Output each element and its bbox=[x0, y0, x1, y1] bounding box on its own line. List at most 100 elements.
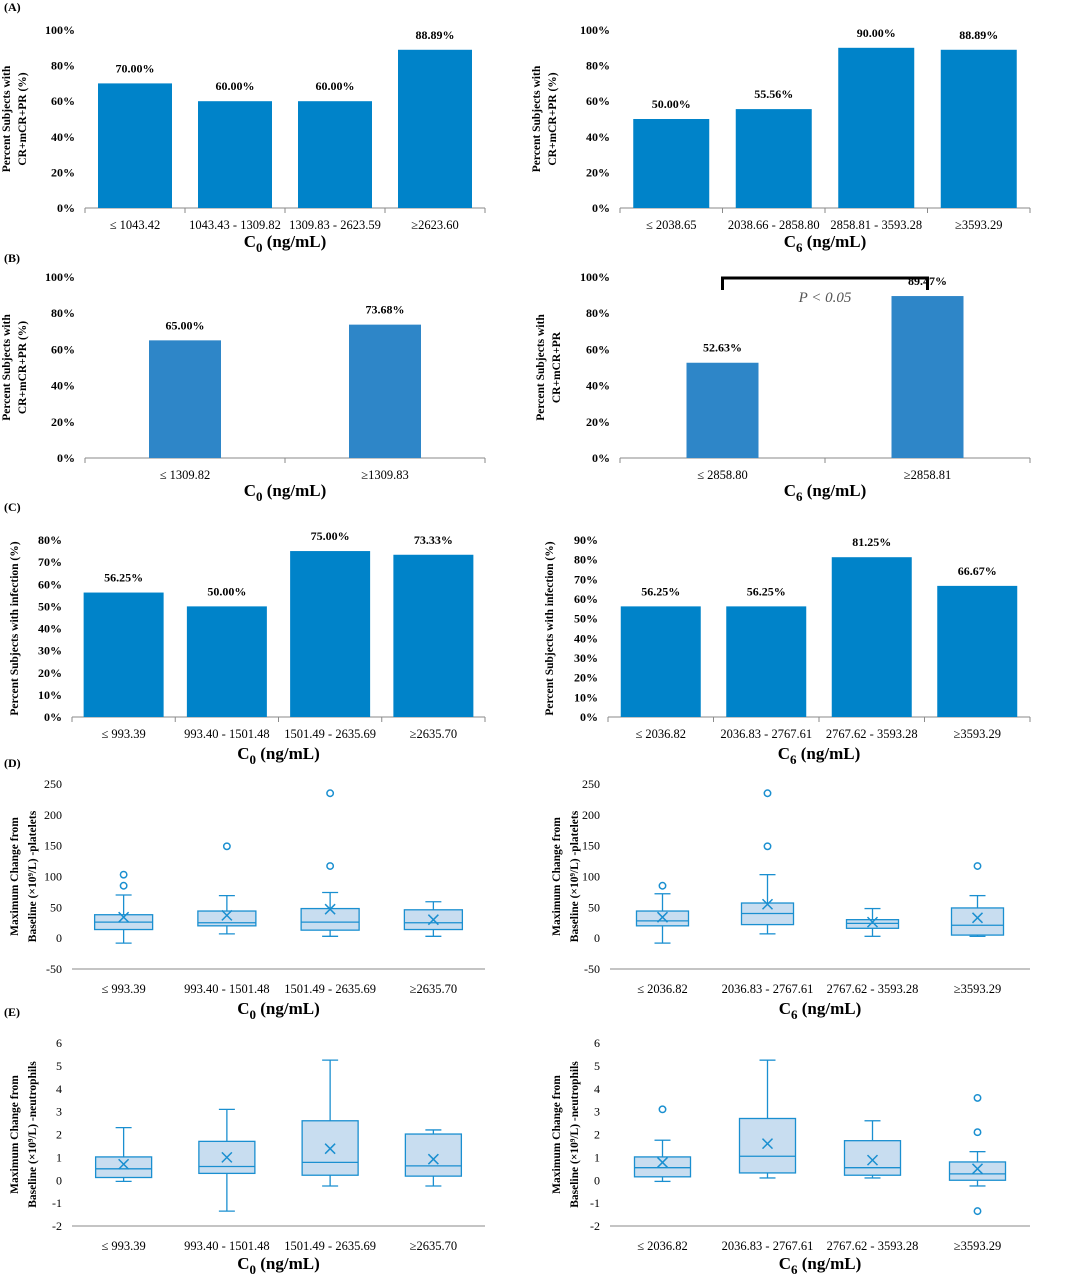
chart-B-left: 0% 20% 40% 60% 80% 100% 65.00% 73.68% ≤ 1309.82 ≥… bbox=[1, 270, 486, 504]
bar bbox=[298, 101, 372, 208]
y-tick-label: 2 bbox=[56, 1128, 62, 1142]
x-category-label: ≥2858.81 bbox=[904, 468, 952, 482]
x-category-label: ≥3593.29 bbox=[954, 982, 1002, 996]
mean-marker bbox=[971, 1163, 984, 1175]
y-tick-label: 0 bbox=[594, 1173, 600, 1187]
panel-label-c: (C) bbox=[4, 500, 21, 514]
y-tick-label: 100 bbox=[44, 870, 62, 884]
y-tick-label: 6 bbox=[594, 1036, 600, 1050]
x-category-label: ≥2635.70 bbox=[410, 1239, 458, 1253]
bar bbox=[83, 592, 164, 717]
y-tick-label: -1 bbox=[52, 1196, 62, 1210]
panel-label-a: (A) bbox=[4, 0, 21, 14]
mean-marker bbox=[324, 903, 336, 915]
y-axis-title: Maximum Change from bbox=[9, 817, 21, 936]
y-tick-label: -1 bbox=[590, 1196, 600, 1210]
outlier-point bbox=[119, 870, 128, 879]
panel-label-b: (B) bbox=[4, 251, 20, 265]
x-category-label: ≤ 2036.82 bbox=[635, 727, 686, 741]
box bbox=[738, 1117, 797, 1174]
mean-marker bbox=[427, 1153, 439, 1165]
y-tick-label: 20% bbox=[51, 165, 75, 179]
y-tick-label: 40% bbox=[586, 130, 610, 144]
x-category-label: 2767.62 - 3593.28 bbox=[827, 982, 919, 996]
y-tick-label: 80% bbox=[586, 59, 610, 73]
outlier-point bbox=[973, 1093, 982, 1102]
y-axis-title: Baseline (×10⁹/L) -platelets bbox=[569, 810, 581, 942]
bar bbox=[98, 83, 172, 208]
box bbox=[197, 910, 257, 927]
bar-value-label: 70.00% bbox=[116, 61, 155, 75]
y-tick-label: 0% bbox=[592, 201, 610, 215]
x-axis-title: C6 (ng/mL) bbox=[784, 481, 867, 504]
bar bbox=[831, 557, 912, 717]
x-category-label: 2036.83 - 2767.61 bbox=[720, 727, 812, 741]
y-tick-label: 30% bbox=[574, 651, 598, 665]
y-tick-label: 0 bbox=[56, 931, 62, 945]
y-tick-label: 10% bbox=[38, 688, 62, 702]
y-tick-label: 60% bbox=[51, 94, 75, 108]
y-axis-title: Percent Subjects with bbox=[531, 65, 543, 172]
x-axis-title: C6 (ng/mL) bbox=[784, 232, 867, 255]
box bbox=[404, 1133, 463, 1177]
y-axis-title: Maximum Change from bbox=[551, 1075, 563, 1194]
bar-value-label: 52.63% bbox=[703, 341, 742, 355]
y-tick-label: 60% bbox=[51, 342, 75, 356]
chart-E-right: -2 -1 0 1 2 3 4 5 6 ≤ 2036.82 2036.83 - 2767.61 276… bbox=[551, 1036, 1030, 1277]
y-tick-label: 40% bbox=[586, 379, 610, 393]
y-tick-label: 0% bbox=[57, 451, 75, 465]
y-axis-title: Percent Subjects with bbox=[535, 314, 547, 421]
x-category-label: ≤ 2858.80 bbox=[697, 468, 748, 482]
chart-C-right: 0% 10% 20% 30% 40% 50% 60% 70% 80% 90% 56.25% 56.25… bbox=[544, 533, 1031, 767]
y-tick-label: 150 bbox=[582, 839, 600, 853]
y-tick-label: 3 bbox=[594, 1105, 600, 1119]
y-axis-title: CR+mCR+PR (%) bbox=[17, 321, 29, 414]
y-tick-label: 100 bbox=[582, 870, 600, 884]
bar bbox=[186, 606, 267, 717]
x-category-label: ≤ 993.39 bbox=[101, 1239, 145, 1253]
y-tick-label: 100% bbox=[580, 23, 610, 37]
x-axis-title: C6 (ng/mL) bbox=[779, 999, 862, 1022]
x-axis-title: C0 (ng/mL) bbox=[237, 999, 320, 1022]
y-axis-title: CR+mCR+PR (%) bbox=[17, 72, 29, 165]
y-tick-label: -50 bbox=[584, 962, 600, 976]
chart-A-right: 0% 20% 40% 60% 80% 100% 50.00% 55.56% 90.00% 88.8… bbox=[531, 23, 1031, 255]
bar bbox=[290, 551, 371, 717]
bar-value-label: 56.25% bbox=[104, 571, 143, 585]
bar bbox=[398, 49, 472, 208]
y-tick-label: 1 bbox=[594, 1150, 600, 1164]
mean-marker bbox=[221, 909, 233, 921]
x-category-label: 2036.83 - 2767.61 bbox=[722, 982, 814, 996]
y-tick-label: 100% bbox=[580, 270, 610, 284]
y-tick-label: 100% bbox=[45, 270, 75, 284]
y-tick-label: 60% bbox=[38, 577, 62, 591]
y-tick-label: 0% bbox=[57, 201, 75, 215]
bar-value-label: 88.89% bbox=[959, 28, 998, 42]
outlier-point bbox=[973, 1207, 982, 1216]
x-category-label: 2036.83 - 2767.61 bbox=[722, 1239, 814, 1253]
y-tick-label: 60% bbox=[586, 94, 610, 108]
y-tick-label: 30% bbox=[38, 644, 62, 658]
x-axis-title: C6 (ng/mL) bbox=[778, 744, 861, 767]
significance-bracket bbox=[721, 276, 929, 290]
y-tick-label: -50 bbox=[46, 962, 62, 976]
x-category-label: ≤ 1043.42 bbox=[110, 218, 161, 232]
y-tick-label: 80% bbox=[574, 553, 598, 567]
y-axis-title: Baseline (×10⁹/L) -neutrophils bbox=[569, 1061, 581, 1208]
y-axis-title: Percent Subjects with bbox=[1, 65, 13, 172]
x-category-label: 1501.49 - 2635.69 bbox=[284, 727, 376, 741]
x-category-label: ≥2635.70 bbox=[410, 982, 458, 996]
y-tick-label: 50 bbox=[588, 900, 600, 914]
outlier-point bbox=[326, 862, 335, 870]
chart-E-left: -2 -1 0 1 2 3 4 5 6 ≤ 993.39 993.40 - 1501.48 1501.… bbox=[9, 1036, 485, 1277]
x-category-label: 1501.49 - 2635.69 bbox=[284, 1239, 376, 1253]
y-tick-label: 200 bbox=[44, 808, 62, 822]
y-tick-label: 40% bbox=[51, 379, 75, 393]
x-axis-title: C6 (ng/mL) bbox=[779, 1254, 862, 1277]
panel-label-d: (D) bbox=[4, 756, 21, 770]
x-category-label: ≥3593.29 bbox=[954, 1239, 1002, 1253]
y-tick-label: 4 bbox=[56, 1082, 62, 1096]
bar-value-label: 75.00% bbox=[311, 529, 350, 543]
y-tick-label: 70% bbox=[574, 572, 598, 586]
